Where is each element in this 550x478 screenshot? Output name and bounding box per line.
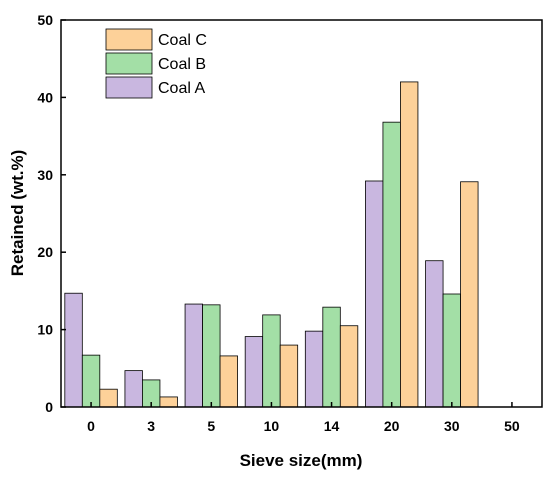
bar-coal-a-30: [425, 260, 444, 408]
legend-swatch-coal-a: [105, 76, 153, 99]
y-tick-label: 50: [37, 12, 53, 28]
bar-coal-b-20: [382, 121, 401, 408]
y-tick-label: 20: [37, 244, 53, 260]
bar-coal-c-30: [460, 181, 479, 408]
bar-coal-c-0: [99, 388, 118, 408]
bar-coal-a-5: [184, 303, 203, 408]
bars-layer: [64, 81, 479, 408]
bar-coal-a-10: [244, 336, 264, 408]
x-tick-label: 0: [87, 418, 95, 434]
x-tick-label: 30: [444, 418, 460, 434]
legend-label: Coal A: [158, 80, 205, 97]
x-tick-label: 3: [147, 418, 155, 434]
bar-coal-c-5: [219, 355, 238, 408]
bar-coal-b-14: [322, 306, 341, 408]
bar-coal-b-30: [442, 293, 461, 408]
x-tick-label: 14: [324, 418, 340, 434]
bar-coal-c-3: [159, 396, 178, 408]
bar-coal-b-5: [202, 304, 221, 408]
x-axis-title: Sieve size(mm): [240, 451, 363, 470]
legend: Coal C Coal B Coal A: [105, 28, 207, 99]
bar-coal-c-10: [279, 344, 299, 408]
bar-coal-b-0: [81, 354, 101, 408]
bar-coal-c-14: [339, 325, 359, 408]
bar-coal-a-3: [124, 370, 143, 408]
y-tick-label: 0: [45, 399, 53, 415]
x-axis: 0 3 5 10 14 20 30 50: [87, 402, 520, 434]
legend-label: Coal C: [158, 32, 207, 49]
bar-coal-a-0: [64, 292, 83, 408]
y-tick-label: 30: [37, 167, 53, 183]
x-tick-label: 20: [384, 418, 400, 434]
legend-label: Coal B: [158, 56, 206, 73]
plot-frame: [60, 19, 543, 408]
bar-coal-a-20: [365, 180, 384, 408]
legend-swatch-coal-b: [105, 52, 153, 75]
y-axis: 0 10 20 30 40 50: [37, 12, 66, 415]
x-tick-label: 50: [504, 418, 520, 434]
bar-coal-a-14: [304, 330, 324, 408]
bar-coal-c-20: [400, 81, 419, 408]
y-axis-title: Retained (wt.%): [8, 150, 27, 277]
y-tick-label: 10: [37, 322, 53, 338]
x-tick-label: 5: [207, 418, 215, 434]
x-tick-label: 10: [264, 418, 280, 434]
legend-swatch-coal-c: [105, 28, 153, 51]
y-tick-label: 40: [37, 89, 53, 105]
bar-coal-b-10: [262, 314, 281, 408]
